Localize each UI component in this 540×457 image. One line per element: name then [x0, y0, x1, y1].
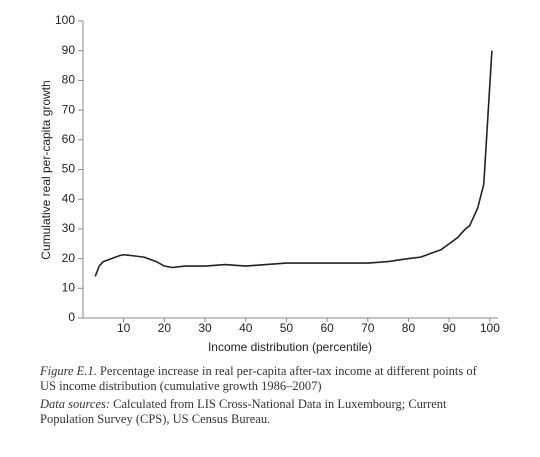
- sources-text: Calculated from LIS Cross-National Data …: [40, 397, 447, 426]
- caption-text: Percentage increase in real per-capita a…: [40, 364, 477, 393]
- sources: Data sources: Calculated from LIS Cross-…: [40, 397, 490, 427]
- y-tick-label: 80: [62, 73, 76, 87]
- x-tick-label: 10: [117, 321, 131, 335]
- y-tick-label: 50: [62, 162, 76, 176]
- y-tick-label: 100: [55, 13, 75, 27]
- x-tick-label: 30: [198, 321, 212, 335]
- y-tick-label: 30: [62, 221, 76, 235]
- data-line: [94, 50, 493, 277]
- x-axis-label: Income distribution (percentile): [208, 340, 372, 354]
- y-tick-label: 60: [62, 132, 76, 146]
- x-tick-label: 40: [239, 321, 253, 335]
- x-tick-label: 100: [480, 321, 500, 335]
- y-tick-label: 20: [62, 251, 76, 265]
- y-axis-label: Cumulative real per-capita growth: [39, 80, 53, 259]
- caption-label: Figure E.1.: [40, 364, 97, 378]
- y-tick-label: 0: [68, 310, 75, 324]
- figure-caption: Figure E.1. Percentage increase in real …: [40, 364, 490, 394]
- x-tick-label: 70: [361, 321, 375, 335]
- x-tick-label: 20: [158, 321, 172, 335]
- y-tick-label: 70: [62, 102, 76, 116]
- y-tick-label: 10: [62, 280, 76, 294]
- caption: Figure E.1. Percentage increase in real …: [40, 364, 490, 430]
- x-tick-label: 60: [320, 321, 334, 335]
- y-tick-label: 90: [62, 43, 76, 57]
- y-tick-label: 40: [62, 191, 76, 205]
- chart: Income distribution (percentile) Cumulat…: [39, 13, 500, 354]
- x-tick-label: 90: [442, 321, 456, 335]
- x-tick-label: 80: [402, 321, 416, 335]
- sources-label: Data sources:: [40, 397, 111, 411]
- x-tick-label: 50: [280, 321, 294, 335]
